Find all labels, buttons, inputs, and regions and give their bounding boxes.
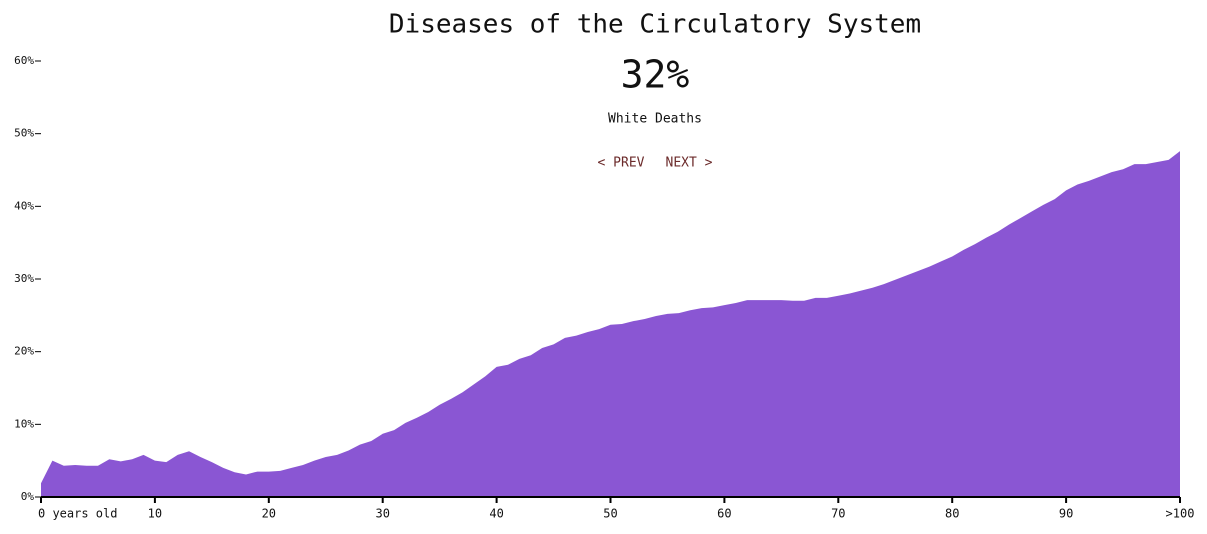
- x-tick-label: 70: [831, 507, 845, 521]
- x-tick-label: 20: [262, 507, 276, 521]
- x-tick-label: 40: [489, 507, 503, 521]
- x-tick-label: >100: [1166, 507, 1195, 521]
- x-tick-label: 60: [717, 507, 731, 521]
- y-tick-label: 60%: [14, 54, 34, 67]
- x-tick-label: 50: [603, 507, 617, 521]
- subtitle: White Deaths: [608, 112, 702, 127]
- x-tick-label: 10: [148, 507, 162, 521]
- y-tick-label: 20%: [14, 345, 34, 358]
- y-tick-label: 40%: [14, 199, 34, 212]
- headline: 32%: [621, 53, 690, 97]
- x-tick-label: 0 years old: [38, 507, 117, 521]
- y-tick-label: 50%: [14, 127, 34, 140]
- x-tick-label: 90: [1059, 507, 1073, 521]
- next-button[interactable]: NEXT >: [666, 156, 713, 171]
- prev-button[interactable]: < PREV: [598, 156, 645, 171]
- x-tick-label: 30: [375, 507, 389, 521]
- area: [41, 151, 1180, 497]
- y-tick-label: 30%: [14, 272, 34, 285]
- chart-title: Diseases of the Circulatory System: [389, 10, 921, 40]
- x-tick-label: 80: [945, 507, 959, 521]
- y-tick-label: 0%: [21, 490, 35, 503]
- y-tick-label: 10%: [14, 417, 34, 430]
